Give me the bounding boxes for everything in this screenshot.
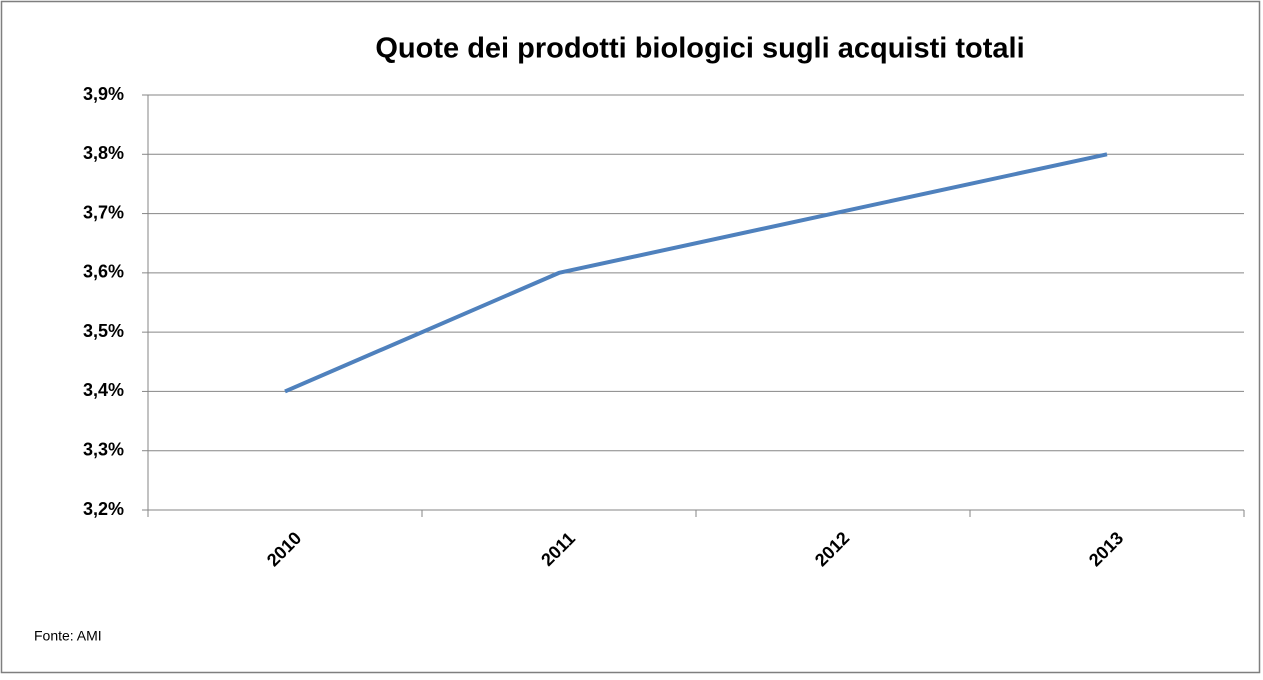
y-tick-label: 3,3%: [83, 439, 124, 459]
y-tick-label: 3,4%: [83, 380, 124, 400]
y-tick-label: 3,9%: [83, 84, 124, 104]
y-tick-label: 3,2%: [83, 499, 124, 519]
chart-title: Quote dei prodotti biologici sugli acqui…: [375, 33, 1024, 65]
y-tick-label: 3,6%: [83, 262, 124, 282]
y-tick-label: 3,8%: [83, 143, 124, 163]
y-tick-label: 3,7%: [83, 202, 124, 222]
y-tick-label: 3,5%: [83, 321, 124, 341]
source-note: Fonte: AMI: [34, 628, 102, 644]
line-series: [284, 152, 1108, 394]
